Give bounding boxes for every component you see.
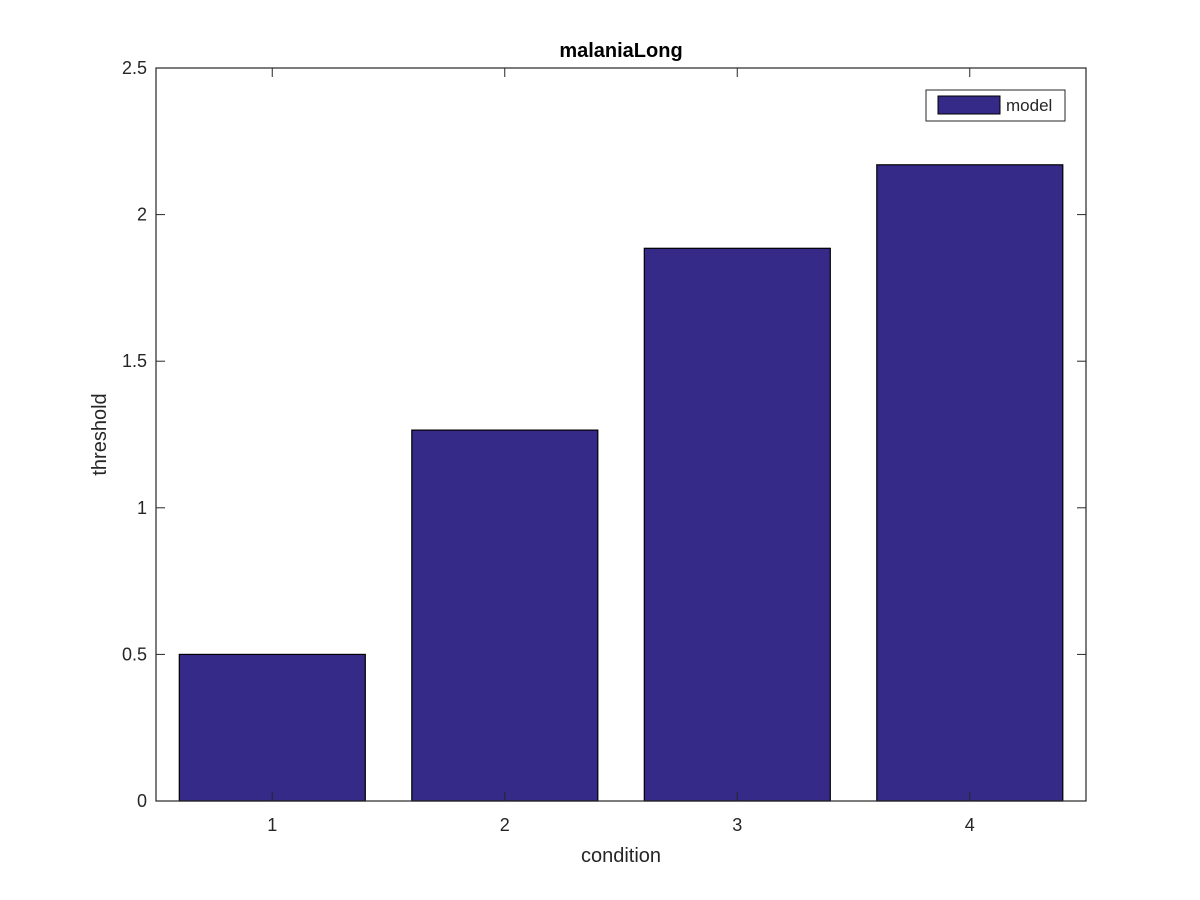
x-axis-label: condition bbox=[581, 845, 661, 867]
legend: model bbox=[925, 89, 1066, 122]
legend-label: model bbox=[1006, 96, 1052, 115]
y-tick-label: 2 bbox=[137, 205, 147, 225]
x-tick-label: 1 bbox=[267, 815, 277, 835]
bar-1 bbox=[178, 653, 366, 802]
bars-layer bbox=[178, 164, 1064, 802]
chart-title: malaniaLong bbox=[559, 40, 682, 62]
axes-box bbox=[155, 67, 1087, 802]
y-tick-label: 0 bbox=[137, 791, 147, 811]
y-axis-label: threshold bbox=[89, 393, 111, 475]
y-tick-label: 1.5 bbox=[122, 351, 147, 371]
bar-4 bbox=[876, 164, 1064, 802]
legend-swatch bbox=[937, 95, 1001, 115]
y-tick-label: 1 bbox=[137, 498, 147, 518]
x-tick-label: 3 bbox=[732, 815, 742, 835]
y-tick-label: 2.5 bbox=[122, 58, 147, 78]
x-tick-label: 2 bbox=[500, 815, 510, 835]
x-tick-label: 4 bbox=[965, 815, 975, 835]
bar-3 bbox=[643, 247, 831, 802]
y-tick-label: 0.5 bbox=[122, 644, 147, 664]
bar-2 bbox=[411, 429, 599, 802]
ticks-layer: 1 2 3 4 0 0.5 1 1.5 2 2.5 bbox=[122, 58, 1086, 835]
